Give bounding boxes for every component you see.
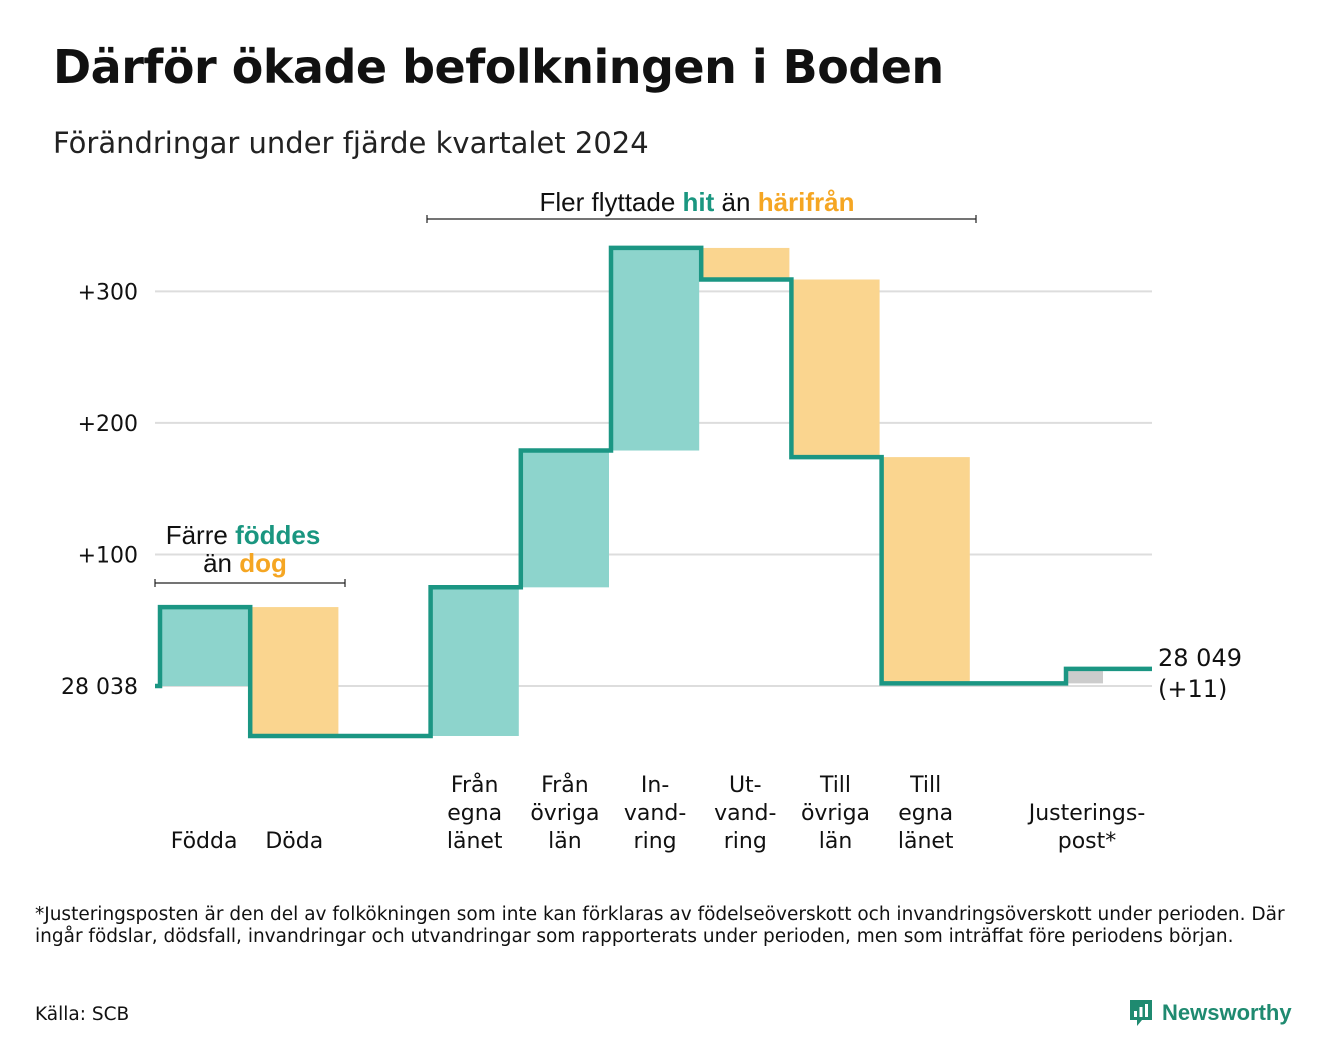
end-value-label: 28 049 (1158, 644, 1242, 672)
category-label: län (548, 829, 582, 854)
bar-inflow (520, 450, 609, 588)
footnote: *Justeringsposten är den del av folkökni… (35, 904, 1285, 947)
category-label: länet (447, 829, 503, 854)
bar-outflow (250, 607, 339, 736)
category-label: Till (909, 773, 941, 798)
cumulative-step-line (155, 245, 1152, 739)
category-labels: Födda Döda Från egna länet Från övriga län In-va… (171, 772, 1146, 854)
category-label: ring (724, 829, 767, 854)
source-label: Källa: SCB (35, 1004, 130, 1025)
y-tick-label: +200 (78, 412, 138, 437)
y-tick-label: +300 (78, 280, 138, 305)
category-label: Från (451, 772, 499, 798)
category-label: ring (634, 829, 677, 854)
category-label: övriga (801, 801, 870, 826)
category-label: egna (447, 801, 502, 826)
category-label: övriga (530, 801, 599, 826)
category-label: länet (898, 829, 954, 854)
category-label: egna (898, 801, 953, 826)
bar-chart-speech-icon (1130, 1000, 1152, 1026)
bar-adjustment (1066, 668, 1103, 684)
category-label: Justerings- (1027, 801, 1146, 826)
category-label: vand- (714, 801, 776, 826)
migration-annotation: Fler flyttade hit än härifrån (539, 187, 854, 217)
category-label: Ut- (729, 773, 762, 798)
chart-subtitle: Förändringar under fjärde kvartalet 2024 (53, 126, 649, 160)
category-label: Födda (171, 829, 238, 854)
y-axis-ticks: 28 038 +100 +200 +300 (61, 280, 138, 700)
end-change-label: (+11) (1158, 675, 1227, 703)
category-label: vand- (624, 801, 686, 826)
annotations: Färre föddes än dog Fler flyttade hit än… (154, 187, 977, 587)
bars (160, 247, 1103, 736)
chart-title: Därför ökade befolkningen i Boden (53, 40, 944, 94)
natural-ann-prefix1: Färre (166, 520, 228, 550)
brand-logo: Newsworthy (1128, 998, 1292, 1028)
category-label: In- (641, 773, 669, 798)
natural-ann-highlight-died: dog (239, 548, 287, 578)
category-label: län (819, 829, 853, 854)
category-label: post* (1058, 829, 1117, 854)
bar-outflow (881, 457, 970, 684)
natural-annotation-line1: Färre föddes (166, 520, 321, 550)
migration-ann-prefix: Fler flyttade (539, 187, 675, 217)
y-tick-label: +100 (78, 543, 138, 568)
brand-name: Newsworthy (1162, 1000, 1292, 1025)
migration-ann-middle: än (722, 187, 751, 217)
y-tick-label: 28 038 (61, 675, 138, 700)
category-label: Till (819, 773, 851, 798)
migration-ann-highlight-in: hit (683, 187, 715, 217)
waterfall-chart: 28 038+100+200+300 Födda DödaFrånegnaläne… (61, 187, 1242, 854)
natural-ann-prefix2: än (203, 548, 232, 578)
natural-annotation-line2: än dog (203, 548, 287, 578)
bar-outflow (701, 247, 790, 280)
category-label: Döda (265, 829, 323, 854)
bar-inflow (160, 607, 249, 686)
bar-inflow (430, 587, 519, 736)
category-label: Från (541, 772, 589, 798)
natural-ann-highlight-born: föddes (235, 520, 320, 550)
bar-inflow (611, 247, 700, 451)
bar-outflow (791, 279, 880, 458)
migration-ann-highlight-out: härifrån (758, 187, 855, 217)
